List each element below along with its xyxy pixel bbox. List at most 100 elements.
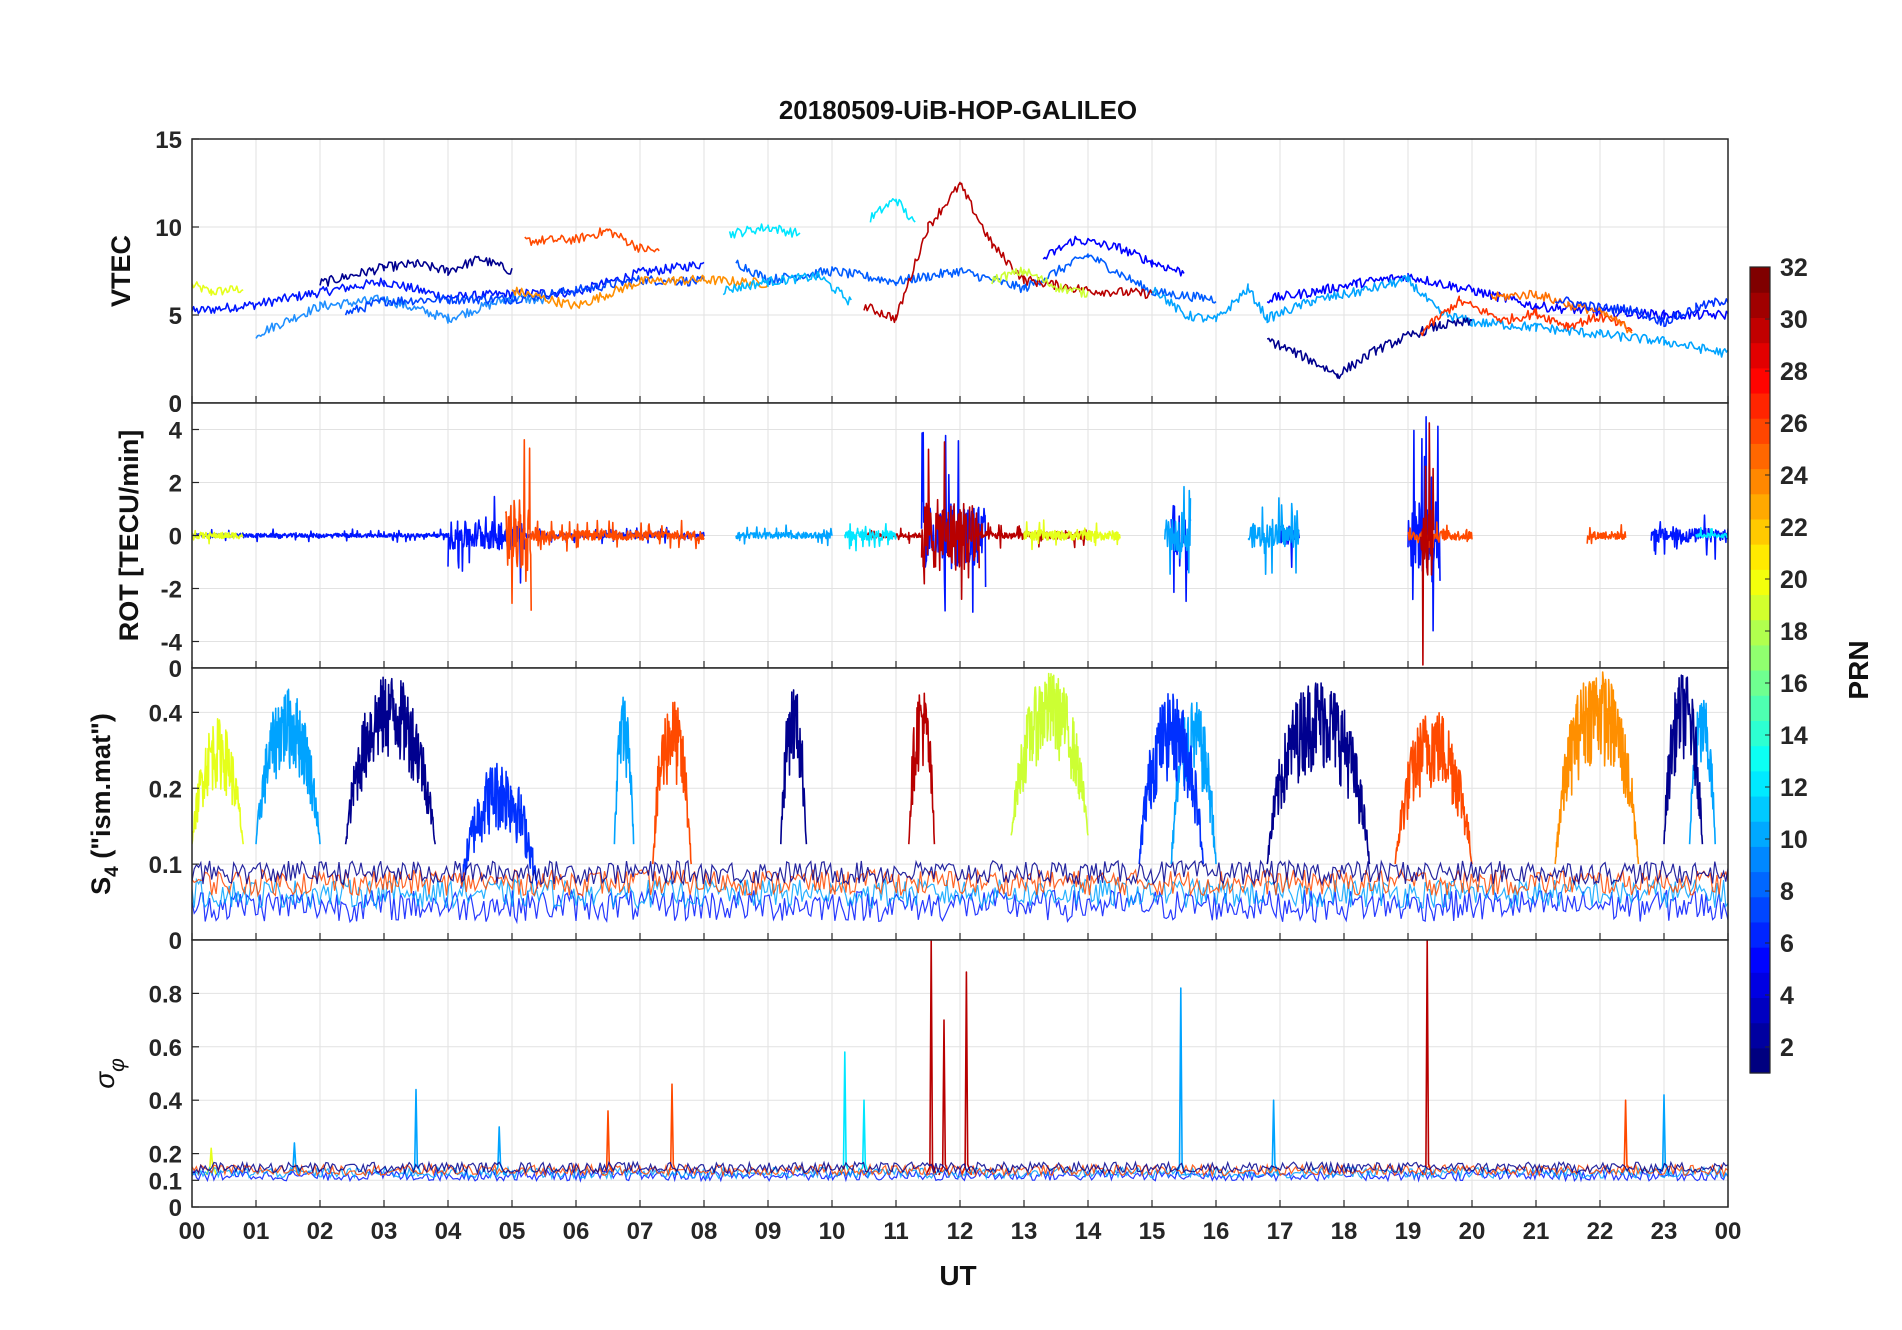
series-line-prn-20 <box>192 519 1121 551</box>
colorbar-tick-label: 32 <box>1780 254 1808 282</box>
colorbar-swatch <box>1750 267 1770 293</box>
colorbar-swatch <box>1750 392 1770 419</box>
x-tick-label: 18 <box>1331 1218 1358 1245</box>
colorbar-tick-label: 24 <box>1780 462 1808 490</box>
colorbar-swatch <box>1750 921 1770 948</box>
series-line-prn-7 <box>735 253 1217 304</box>
panel-s4: 0.1 0.2 0.4 0 S4 ("ism.mat") <box>86 656 1729 941</box>
y-tick-label-top: 0 <box>169 391 182 418</box>
x-tick-label: 19 <box>1395 1218 1422 1245</box>
y-tick-label: 0.6 <box>149 1035 182 1062</box>
y-tick-label: 4 <box>169 418 183 445</box>
colorbar-swatch <box>1750 745 1770 772</box>
y-tick-label: 0.1 <box>149 1168 182 1195</box>
y-tick-label: 0.1 <box>149 852 182 879</box>
colorbar-swatch <box>1750 367 1770 394</box>
series-group <box>192 416 1728 666</box>
series-line-prn-13 <box>728 198 916 239</box>
y-tick-label: 0.2 <box>149 1142 182 1169</box>
colorbar-tick-label: 6 <box>1780 930 1794 958</box>
series-line-prn-10 <box>255 688 1716 865</box>
y-tick-label: 10 <box>155 215 182 242</box>
colorbar-tick-label: 16 <box>1780 670 1808 698</box>
figure-title: 20180509-UiB-HOP-GALILEO <box>779 95 1137 125</box>
x-axis-label: UT <box>939 1260 976 1291</box>
colorbar-frame <box>1749 266 1771 1074</box>
colorbar-swatch <box>1750 670 1770 696</box>
series-group <box>192 181 1728 380</box>
x-tick-label: 02 <box>307 1218 334 1245</box>
y-tick-label: 0 <box>169 391 182 418</box>
colorbar-swatch <box>1750 418 1770 444</box>
colorbar-swatch <box>1750 619 1770 646</box>
y-tick-label-top: 0 <box>169 656 182 683</box>
series-line-prn-9 <box>255 293 545 339</box>
colorbar-swatch <box>1750 1022 1770 1049</box>
series-line-prn-10 <box>735 485 1300 575</box>
series-group <box>192 671 1728 925</box>
colorbar-swatch <box>1750 947 1770 973</box>
y-tick-label: 2 <box>169 471 182 498</box>
series-line-prn-11 <box>722 270 852 306</box>
colorbar-tick-label: 2 <box>1780 1034 1794 1062</box>
series-group <box>192 940 1728 1183</box>
series-line-prn-31 <box>863 181 1153 324</box>
x-tick-label: 13 <box>1011 1218 1038 1245</box>
series-line-prn-25 <box>504 439 1627 611</box>
colorbar-swatch <box>1750 292 1770 318</box>
series-line-prn-26 <box>1420 295 1633 337</box>
x-tick-label: 10 <box>819 1218 846 1245</box>
colorbar-tick-label: 4 <box>1780 982 1794 1010</box>
x-tick-label: 04 <box>435 1218 462 1245</box>
x-tick-label: 22 <box>1587 1218 1614 1245</box>
y-tick-label: 0 <box>169 1195 182 1222</box>
x-tick-label: 17 <box>1267 1218 1294 1245</box>
series-line-prn-20 <box>192 281 244 296</box>
colorbar-tick-label: 28 <box>1780 358 1808 386</box>
series-line-prn-13 <box>844 523 1728 552</box>
colorbar-swatch <box>1750 644 1770 671</box>
colorbar-swatch <box>1750 695 1770 721</box>
x-tick-label: 06 <box>563 1218 590 1245</box>
x-tick-label: 05 <box>499 1218 526 1245</box>
x-tick-label: 07 <box>627 1218 654 1245</box>
colorbar-tick-label: 12 <box>1780 774 1808 802</box>
series-line-prn-31 <box>908 692 936 845</box>
series-line-prn-25 <box>524 227 660 253</box>
colorbar-tick-label: 18 <box>1780 618 1808 646</box>
colorbar-tick-label: 22 <box>1780 514 1808 542</box>
colorbar-tick-label: 8 <box>1780 878 1794 906</box>
series-line-prn-6 <box>460 693 1204 889</box>
y-tick-label: 0.4 <box>149 1088 183 1115</box>
x-tick-label: 14 <box>1075 1218 1102 1245</box>
baseline-trace <box>192 1165 1728 1181</box>
y-axis-label-vtec: VTEC <box>106 235 136 307</box>
x-tick-label: 15 <box>1139 1218 1166 1245</box>
colorbar-swatch <box>1750 846 1770 873</box>
y-tick-label: 0 <box>169 524 182 551</box>
series-line-prn-20 <box>192 718 244 845</box>
colorbar-swatch <box>1750 720 1770 747</box>
grid-lines <box>192 940 1728 1207</box>
x-tick-label: 11 <box>883 1218 908 1245</box>
series-line-prn-1 <box>1266 317 1473 380</box>
x-tick-label: 16 <box>1203 1218 1230 1245</box>
series-line-prn-23 <box>1554 671 1640 865</box>
x-tick-label: 12 <box>947 1218 974 1245</box>
colorbar-swatch <box>1750 443 1770 470</box>
series-line-prn-23 <box>511 274 769 310</box>
baseline-trace <box>192 868 1728 898</box>
colorbar-swatch <box>1750 896 1770 923</box>
y-tick-label: -2 <box>161 577 182 604</box>
panel-vtec: 0 5 10 15 VTEC <box>106 127 1729 418</box>
series-line-prn-31 <box>925 940 1434 1176</box>
colorbar-tick-label: 30 <box>1780 306 1808 334</box>
y-axis-label-s4: S4 ("ism.mat") <box>86 713 123 895</box>
series-line-prn-25 <box>652 701 1473 865</box>
y-tick-label: 5 <box>169 303 182 330</box>
colorbar-swatch <box>1750 871 1770 898</box>
x-tick-label: 01 <box>243 1218 270 1245</box>
colorbar-tick-label: 26 <box>1780 410 1808 438</box>
